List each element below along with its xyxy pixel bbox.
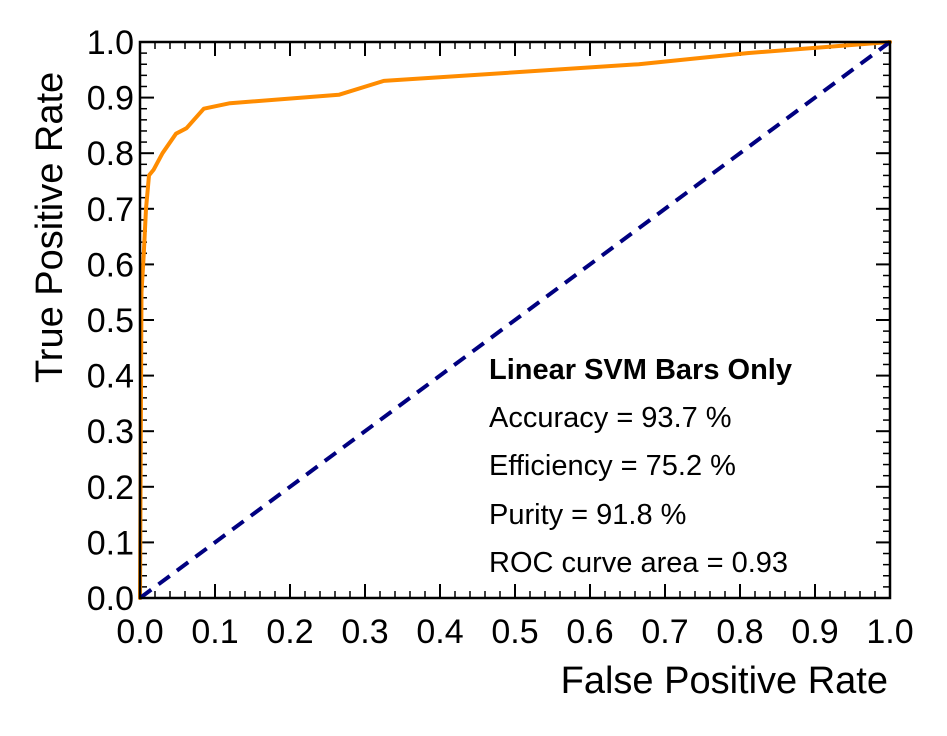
x-tick-label: 0.1 <box>191 613 238 651</box>
annotation-title: Linear SVM Bars Only <box>489 354 792 386</box>
x-tick-label: 0.6 <box>566 613 613 651</box>
x-tick-label: 0.2 <box>266 613 313 651</box>
y-tick-label: 1.0 <box>87 24 134 62</box>
y-tick-label: 0.9 <box>87 80 134 118</box>
plot-frame <box>138 40 892 600</box>
series-layer <box>138 40 892 600</box>
y-tick-label: 0.0 <box>87 580 134 618</box>
roc-curve-line <box>138 40 892 600</box>
y-tick-labels: 0.0 0.1 0.2 0.3 0.4 0.5 0.6 0.7 0.8 0.9 1.0 <box>87 24 134 618</box>
annotation-box: Linear SVM Bars Only Accuracy = 93.7 % E… <box>489 354 792 579</box>
y-tick-label: 0.8 <box>87 135 134 173</box>
x-tick-labels: 0.0 0.1 0.2 0.3 0.4 0.5 0.6 0.7 0.8 0.9 1.0 <box>116 613 913 651</box>
x-tick-label: 0.8 <box>716 613 763 651</box>
y-axis-title: True Positive Rate <box>29 72 71 383</box>
y-tick-label: 0.2 <box>87 469 134 507</box>
y-tick-label: 0.6 <box>87 246 134 284</box>
x-tick-label: 0.3 <box>341 613 388 651</box>
y-tick-label: 0.1 <box>87 524 134 562</box>
x-axis-title: False Positive Rate <box>561 660 888 702</box>
x-tick-label: 1.0 <box>866 613 913 651</box>
x-tick-label: 0.5 <box>491 613 538 651</box>
y-tick-label: 0.3 <box>87 413 134 451</box>
y-tick-label: 0.4 <box>87 358 134 396</box>
annotation-roc-area: ROC curve area = 0.93 <box>489 547 788 579</box>
x-tick-label: 0.9 <box>791 613 838 651</box>
y-tick-label: 0.5 <box>87 302 134 340</box>
annotation-accuracy: Accuracy = 93.7 % <box>489 402 732 434</box>
x-tick-label: 0.0 <box>116 613 163 651</box>
chance-diagonal-line <box>138 40 892 600</box>
x-tick-label: 0.4 <box>416 613 463 651</box>
annotation-purity: Purity = 91.8 % <box>489 499 686 531</box>
x-tick-label: 0.7 <box>641 613 688 651</box>
annotation-efficiency: Efficiency = 75.2 % <box>489 450 736 482</box>
y-tick-label: 0.7 <box>87 191 134 229</box>
